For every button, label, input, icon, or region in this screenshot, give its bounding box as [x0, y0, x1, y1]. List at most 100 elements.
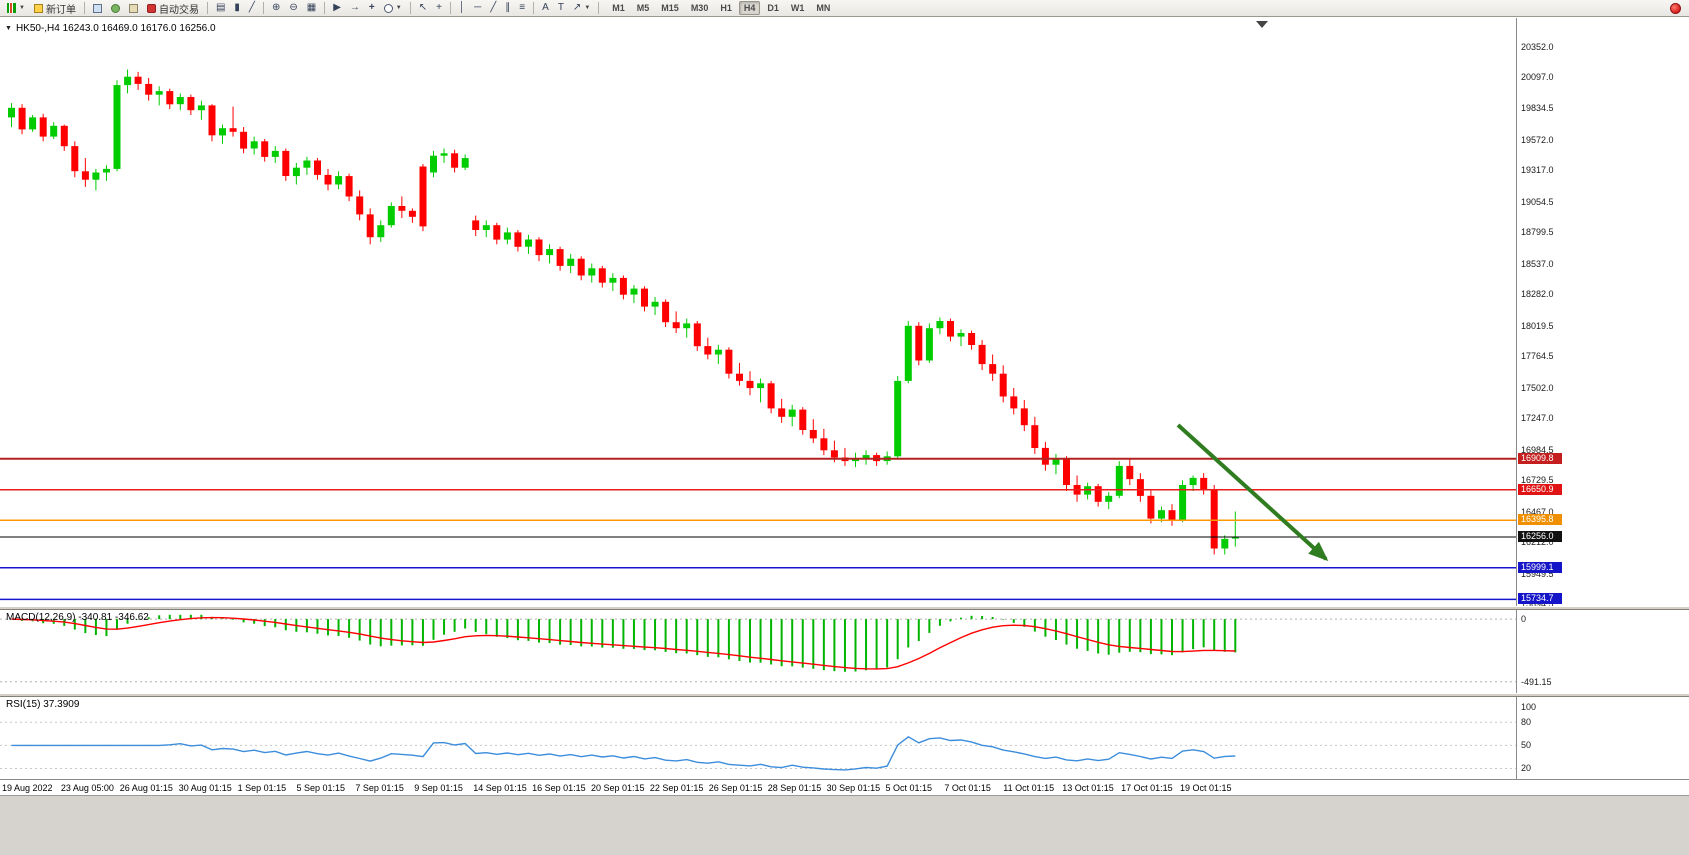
crosshair-button[interactable]: +	[432, 1, 446, 15]
macd-label: MACD(12,26,9) -340.81 -346.62	[6, 612, 149, 623]
trend-arrow[interactable]	[1176, 423, 1329, 562]
price-tick: 17764.5	[1521, 351, 1554, 362]
window-background	[0, 795, 1689, 855]
label-tool-button[interactable]: T	[554, 1, 568, 15]
timeframe-button-w1[interactable]: W1	[790, 3, 805, 13]
timeframe-button-m15[interactable]: M15	[661, 3, 679, 13]
macd-signal-line	[11, 616, 1236, 670]
chevron-down-icon: ▼	[19, 5, 25, 11]
new-order-button[interactable]: 新订单	[30, 1, 80, 16]
panel-splitter[interactable]	[0, 606, 1689, 610]
text-tool-button[interactable]: A	[538, 1, 553, 15]
price-tick: 19317.0	[1521, 165, 1554, 176]
alerts-button[interactable]	[107, 1, 124, 15]
clock-icon	[383, 3, 393, 13]
time-label: 7 Sep 01:15	[355, 783, 404, 793]
price-tick: 20352.0	[1521, 41, 1554, 52]
periods-dropdown-button[interactable]: ▼	[380, 1, 406, 15]
chart-type-dropdown-button[interactable]: ▼	[3, 1, 29, 15]
price-tick: 18019.5	[1521, 320, 1554, 331]
trendline-button[interactable]: ╱	[486, 1, 500, 15]
price-tick: 15949.5	[1521, 568, 1554, 579]
price-line-label: 16395.8	[1518, 514, 1562, 526]
price-line-label: 16650.9	[1518, 483, 1562, 495]
notification-icon[interactable]	[1670, 2, 1681, 14]
tile-windows-button[interactable]: ▦	[303, 1, 320, 15]
new-order-label: 新订单	[45, 4, 76, 16]
timeframe-button-h1[interactable]: H1	[720, 3, 732, 13]
toolbar: ▼ 新订单 自动交易 ▤ ▮ ╱ ⊕ ⊖ ▦ ▶ → + ▼ ↖ + │ ─ ╱…	[0, 0, 1689, 17]
label-tool-icon: T	[557, 2, 564, 13]
price-tick: 16467.0	[1521, 506, 1554, 517]
rsi-value: 37.3909	[43, 699, 80, 710]
price-chart[interactable]	[0, 18, 1516, 606]
chart-profile-button[interactable]	[89, 1, 106, 15]
channel-button[interactable]: ∥	[501, 1, 514, 15]
time-label: 23 Aug 05:00	[60, 783, 114, 793]
chart-shift-button[interactable]: →	[346, 1, 364, 15]
zoom-in-button[interactable]: ⊕	[268, 1, 284, 15]
timeframe-group: M1 M5 M15 M30 H1 H4 D1 W1 MN	[607, 1, 835, 15]
tile-windows-icon: ▦	[306, 2, 317, 13]
zoom-out-icon: ⊖	[289, 2, 298, 13]
rsi-tick: 100	[1521, 701, 1537, 712]
indicators-button[interactable]: +	[365, 1, 379, 15]
price-tick: 18537.0	[1521, 258, 1554, 269]
time-label: 14 Sep 01:15	[473, 783, 527, 793]
timeframe-button-mn[interactable]: MN	[816, 3, 831, 13]
timeframe-button-h4[interactable]: H4	[738, 1, 761, 15]
macd-panel[interactable]	[0, 610, 1516, 693]
price-tick: 18799.5	[1521, 227, 1554, 238]
arrows-tool-button[interactable]: ↗ ▼	[569, 1, 594, 15]
alert-icon	[110, 3, 120, 13]
price-tick: 20097.0	[1521, 72, 1554, 83]
panel-splitter[interactable]	[0, 693, 1689, 697]
toolbar-separator	[206, 2, 208, 14]
toolbar-separator	[324, 2, 326, 14]
text-tool-icon: A	[542, 2, 549, 13]
chevron-down-icon: ▼	[584, 5, 591, 11]
rsi-tick: 50	[1521, 740, 1532, 751]
price-tick: 18282.0	[1521, 289, 1554, 300]
mailbox-button[interactable]	[125, 1, 142, 15]
toolbar-separator	[598, 2, 600, 14]
macd-axis: 0 -491.15	[1516, 610, 1580, 693]
horizontal-line-button[interactable]: ─	[470, 1, 485, 15]
chevron-down-icon: ▼	[395, 5, 402, 11]
timeframe-button-m5[interactable]: M5	[636, 3, 650, 13]
autotrading-button[interactable]: 自动交易	[143, 1, 203, 16]
vertical-line-button[interactable]: │	[455, 1, 469, 15]
bar-chart-icon: ▤	[215, 2, 226, 13]
time-label: 26 Sep 01:15	[708, 783, 763, 793]
price-tick: 16212.0	[1521, 537, 1554, 548]
chart-shift-icon: →	[349, 2, 360, 13]
price-tick: 17247.0	[1521, 413, 1554, 424]
rsi-tick: 20	[1521, 763, 1532, 774]
zoom-out-button[interactable]: ⊖	[285, 1, 301, 15]
new-order-icon	[33, 3, 43, 13]
chevron-down-icon[interactable]: ▼	[5, 25, 12, 32]
time-label: 26 Aug 01:15	[119, 783, 173, 793]
auto-scroll-button[interactable]: ▶	[329, 1, 345, 15]
fibonacci-icon: ≡	[519, 2, 526, 13]
price-line-label: 15734.7	[1518, 593, 1562, 605]
add-indicator-icon: +	[368, 2, 375, 13]
price-line-label: 16909.8	[1518, 452, 1562, 464]
fibonacci-button[interactable]: ≡	[515, 1, 529, 15]
chart-shift-marker[interactable]	[1256, 21, 1268, 28]
candlestick-chart-button[interactable]: ▮	[230, 1, 244, 15]
time-label: 19 Aug 2022	[2, 783, 53, 793]
toolbar-separator	[449, 2, 451, 14]
rsi-panel[interactable]	[0, 697, 1516, 779]
rsi-line	[11, 735, 1236, 771]
timeframe-button-m1[interactable]: M1	[612, 3, 625, 13]
timeframe-button-d1[interactable]: D1	[767, 3, 779, 13]
timeframe-button-m30[interactable]: M30	[690, 3, 709, 13]
price-tick: 16984.5	[1521, 444, 1554, 455]
line-chart-button[interactable]: ╱	[245, 1, 259, 15]
cursor-button[interactable]: ↖	[415, 1, 431, 15]
macd-histogram	[21, 614, 1237, 672]
time-axis[interactable]: 19 Aug 2022 23 Aug 05:00 26 Aug 01:15 30 Au…	[0, 779, 1689, 795]
bar-chart-button[interactable]: ▤	[212, 1, 229, 15]
price-axis[interactable]: 20352.0 20097.0 19834.5 19572.0 19317.0 19054…	[1516, 18, 1580, 609]
